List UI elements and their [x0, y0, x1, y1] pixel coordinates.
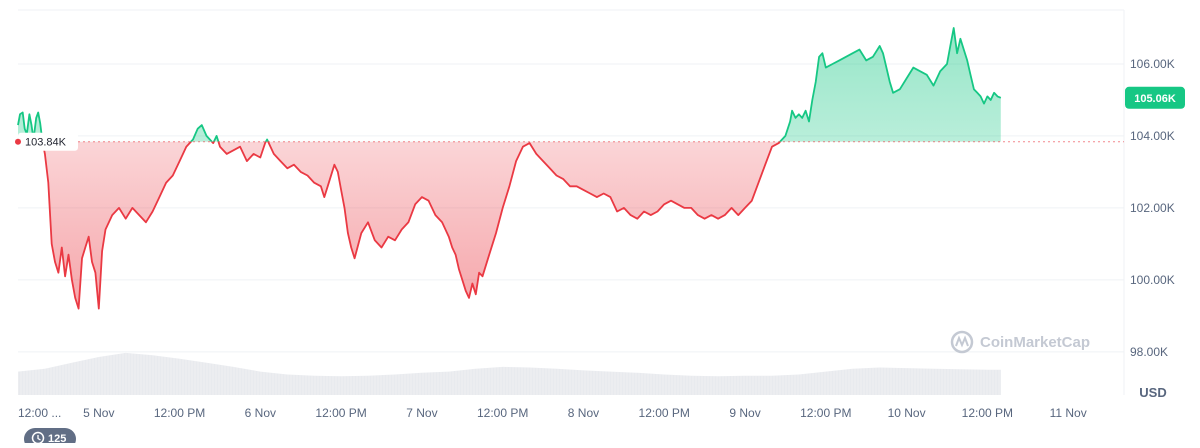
price-area: [18, 28, 1001, 309]
x-tick-label: 12:00 PM: [315, 406, 366, 420]
watermark-text: CoinMarketCap: [980, 334, 1090, 351]
current-price-badge: 105.06K: [1125, 86, 1185, 109]
volume-area: [18, 352, 1001, 395]
x-tick-label: 6 Nov: [245, 406, 276, 420]
price-line-down: [41, 141, 782, 310]
current-price-label: 105.06K: [1134, 93, 1176, 105]
x-axis: 12:00 ... 5 Nov 12:00 PM 6 Nov 12:00 PM 7 Nov…: [18, 406, 1087, 420]
y-tick-label: 98.00K: [1130, 345, 1168, 359]
x-tick-label: 5 Nov: [83, 406, 114, 420]
price-line: [17, 27, 1002, 310]
price-area-above: [18, 28, 1001, 142]
x-tick-label: 7 Nov: [406, 406, 437, 420]
y-tick-label: 100.00K: [1130, 273, 1175, 287]
y-tick-label: 106.00K: [1130, 57, 1175, 71]
price-line-up: [17, 27, 1002, 142]
x-tick-label: 12:00 PM: [154, 406, 205, 420]
y-tick-label: 104.00K: [1130, 129, 1175, 143]
coinmarketcap-watermark: CoinMarketCap: [950, 330, 1090, 354]
reference-price-label: 103.84K: [25, 137, 67, 149]
x-tick-label: 12:00 ...: [18, 406, 61, 420]
y-axis: 106.00K 104.00K 102.00K 100.00K 98.00K: [1130, 57, 1175, 359]
x-tick-label: 9 Nov: [729, 406, 760, 420]
coinmarketcap-logo-icon: [950, 330, 974, 354]
y-tick-label: 102.00K: [1130, 201, 1175, 215]
x-tick-label: 10 Nov: [888, 406, 926, 420]
x-tick-label: 12:00 PM: [639, 406, 690, 420]
x-tick-label: 11 Nov: [1050, 406, 1087, 420]
volume-shape: [18, 352, 1001, 395]
events-count: 125: [48, 433, 66, 443]
reference-price-badge: 103.84K: [15, 132, 78, 151]
x-tick-label: 12:00 PM: [477, 406, 528, 420]
x-tick-label: 12:00 PM: [962, 406, 1013, 420]
currency-label: USD: [1139, 385, 1166, 400]
x-tick-label: 12:00 PM: [800, 406, 851, 420]
reference-price-dot: [15, 138, 21, 145]
events-badge[interactable]: 125: [24, 428, 76, 448]
x-tick-label: 8 Nov: [568, 406, 599, 420]
price-area-below: [18, 141, 1001, 309]
